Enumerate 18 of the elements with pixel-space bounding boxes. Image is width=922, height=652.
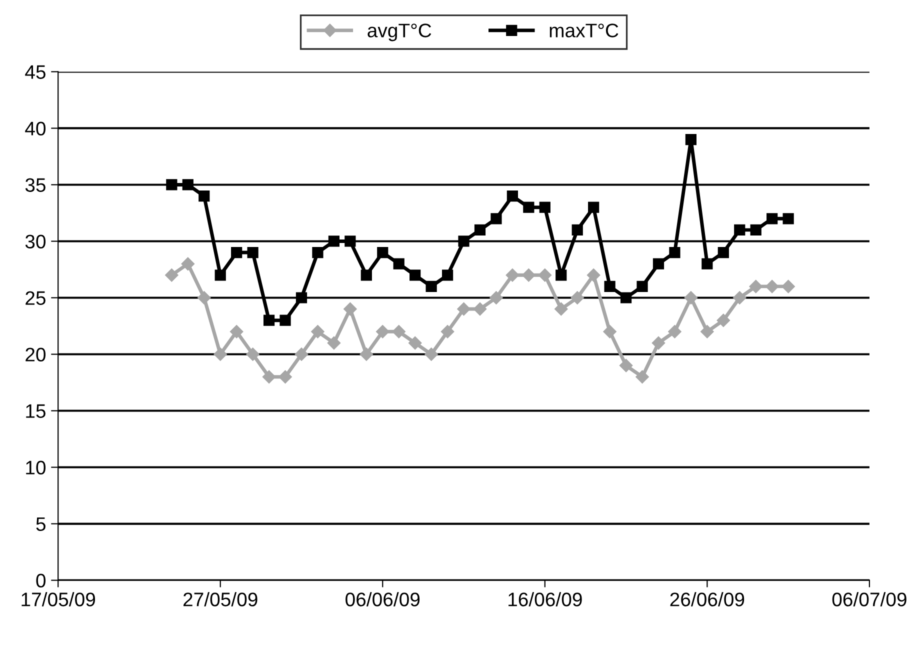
y-tick-label: 15 bbox=[26, 404, 46, 418]
y-tick-label: 20 bbox=[26, 348, 46, 362]
y-tick-label: 30 bbox=[25, 234, 46, 248]
y-tick-label: 25 bbox=[26, 291, 46, 305]
x-tick-label: 16/06/09 bbox=[508, 592, 582, 606]
y-tick-label: 45 bbox=[25, 65, 46, 79]
x-tick-label: 06/06/09 bbox=[346, 592, 420, 606]
y-tick-label: 0 bbox=[36, 574, 46, 588]
y-tick-label: 40 bbox=[25, 122, 46, 136]
x-tick-label: 26/06/09 bbox=[670, 592, 744, 606]
legend-label: avgT°C bbox=[368, 24, 432, 42]
x-tick-label: 17/05/09 bbox=[22, 592, 96, 606]
x-tick-label: 27/05/09 bbox=[183, 592, 258, 606]
y-tick-label: 10 bbox=[26, 460, 46, 475]
x-tick-label: 06/07/09 bbox=[832, 592, 906, 606]
legend-label: maxT°C bbox=[550, 24, 618, 38]
y-tick-label: 5 bbox=[36, 517, 46, 532]
y-tick-label: 35 bbox=[25, 178, 46, 192]
